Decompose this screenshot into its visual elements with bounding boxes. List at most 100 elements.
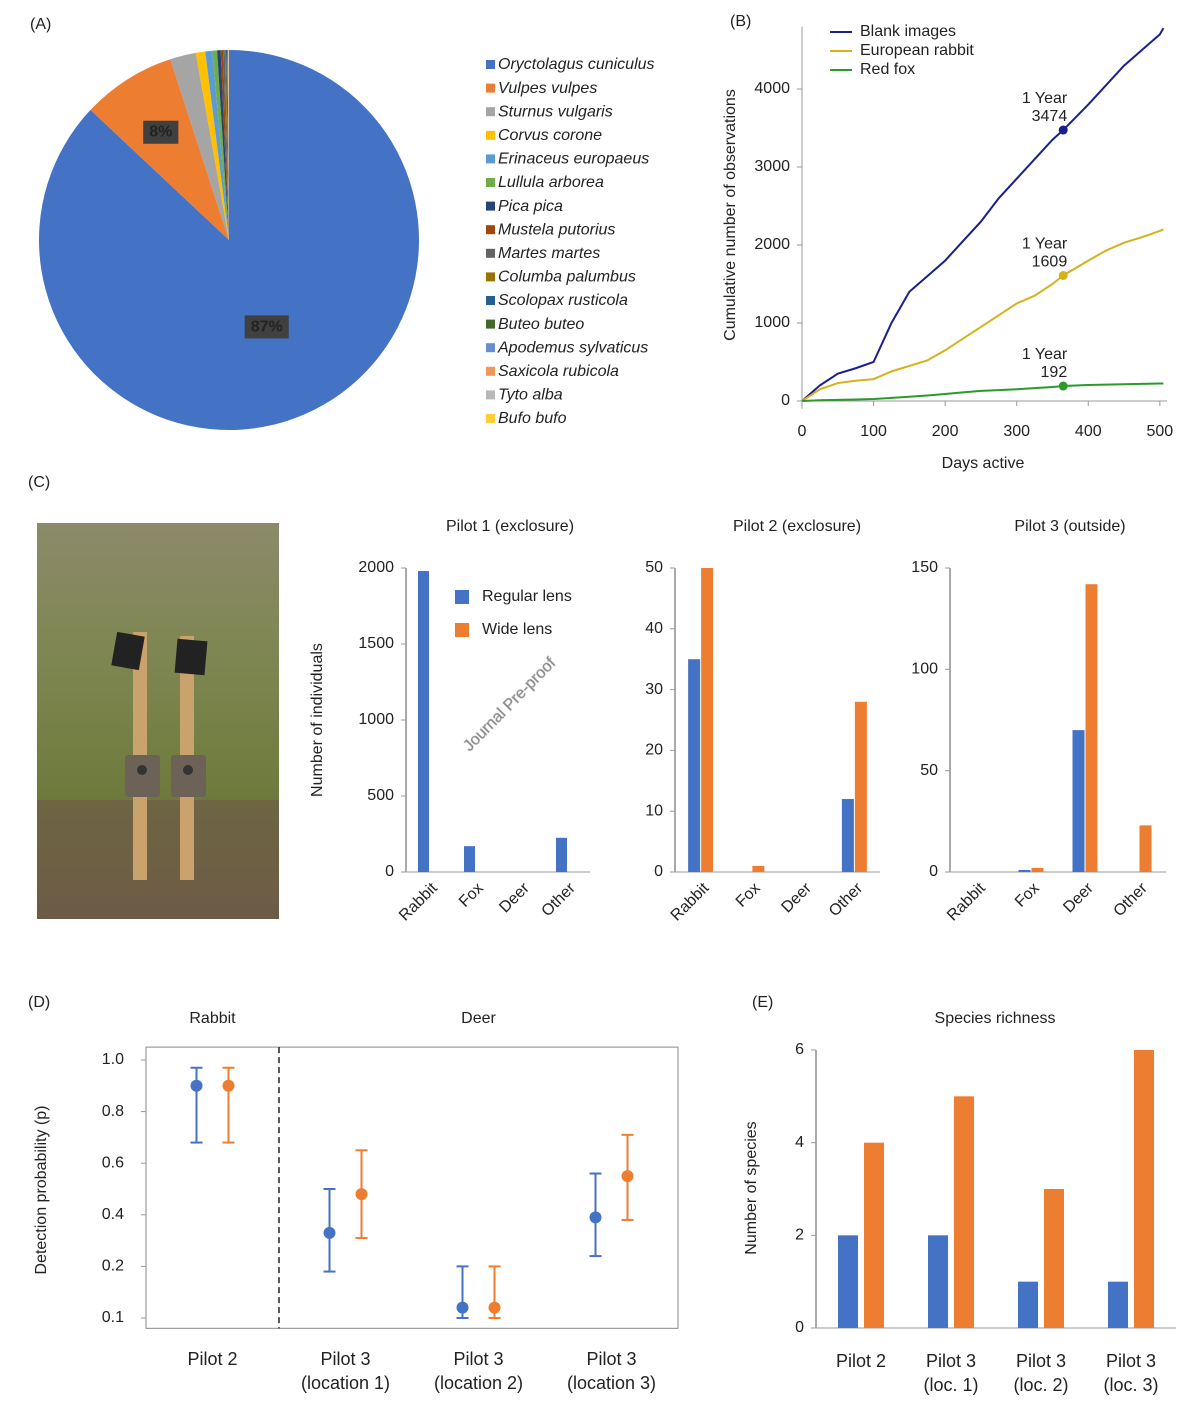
y-tick-label: 2 (795, 1227, 804, 1244)
legend-label: Buteo buteo (498, 316, 584, 333)
pie-slice (205, 50, 229, 240)
camera-photo (37, 523, 279, 919)
y-tick-label: 1500 (358, 635, 394, 652)
group-label: Deer (461, 1010, 496, 1027)
pie-slice (228, 50, 229, 240)
y-tick-label: 0 (654, 863, 663, 880)
legend-label: Corvus corone (498, 127, 602, 144)
legend-label: Tyto alba (498, 387, 563, 404)
y-tick-label: 0.1 (102, 1309, 124, 1326)
y-tick-label: 20 (645, 742, 663, 759)
y-tick-label: 0 (781, 392, 790, 409)
x-tick-label: Pilot 3 (location 2) (433, 1349, 524, 1394)
legend-marker (486, 83, 495, 93)
y-tick-label: 50 (920, 762, 938, 779)
legend-label: Mustela putorius (498, 221, 615, 238)
pie-slice (227, 50, 229, 241)
point (488, 1301, 501, 1314)
panel-label: (B) (730, 13, 751, 30)
point (355, 1188, 368, 1201)
y-tick-label: 100 (911, 661, 938, 678)
panel-label: (A) (30, 16, 51, 33)
x-tick-label: Deer (778, 879, 815, 916)
pie-slice (220, 50, 229, 241)
pie-slice (170, 52, 229, 241)
point (190, 1079, 203, 1092)
line-series (801, 382, 1164, 402)
chart-title: Pilot 2 (exclosure) (733, 518, 861, 535)
pie-slice (90, 59, 229, 241)
y-tick-label: 0.4 (102, 1206, 124, 1223)
bar (1018, 869, 1031, 872)
legend-marker (486, 272, 495, 282)
legend-marker (486, 366, 495, 376)
pie-slice (226, 50, 229, 240)
x-tick-label: Rabbit (396, 879, 441, 924)
bar (954, 1096, 974, 1328)
legend-marker (486, 130, 495, 140)
legend-label: Scolopax rusticola (498, 292, 628, 309)
legend-marker (486, 201, 495, 211)
x-tick-label: Pilot 3 (location 3) (566, 1349, 657, 1394)
y-tick-label: 30 (645, 681, 663, 698)
y-tick-label: 0.8 (102, 1103, 124, 1120)
bar (1072, 730, 1085, 872)
annotation-point (1058, 381, 1068, 391)
legend-marker (486, 248, 495, 258)
pie-slice (224, 50, 229, 241)
legend-label: Vulpes vulpes (498, 80, 597, 97)
annotation-value: 192 (1041, 364, 1068, 381)
legend-label: Regular lens (482, 588, 572, 605)
pie-slice (226, 50, 229, 241)
annotation-label: 1 Year (1022, 346, 1068, 363)
slice-label: 87% (251, 318, 283, 335)
bar (1108, 1281, 1128, 1328)
bar (838, 1235, 858, 1328)
slice-label: 8% (149, 124, 172, 141)
y-tick-label: 1000 (754, 314, 790, 331)
legend-marker (455, 590, 469, 604)
y-tick-label: 2000 (754, 236, 790, 253)
y-axis-title: Cumulative number of observations (722, 89, 739, 341)
x-tick-label: Pilot 2 (187, 1349, 238, 1370)
pie-slice (212, 50, 229, 240)
x-tick-label: Pilot 3 (location 1) (300, 1349, 391, 1394)
x-tick-label: Deer (1060, 879, 1097, 916)
annotation-label: 1 Year (1022, 236, 1068, 253)
pie-slice (223, 50, 229, 240)
legend-label: Apodemus sylvaticus (497, 339, 648, 356)
bar (464, 846, 475, 872)
x-tick-label: Rabbit (944, 879, 989, 924)
bar (701, 568, 714, 872)
x-tick-label: 0 (798, 423, 807, 440)
x-tick-label: Other (826, 879, 867, 920)
bar (841, 799, 854, 872)
x-tick-label: Other (538, 879, 579, 920)
legend-marker (486, 296, 495, 305)
panel-label: (C) (28, 474, 50, 491)
legend-marker (486, 414, 495, 423)
watermark: Journal Pre-proof (460, 654, 559, 754)
label-box (244, 315, 289, 339)
bar (556, 837, 567, 872)
x-axis-title: Days active (942, 455, 1025, 472)
y-tick-label: 3000 (754, 158, 790, 175)
y-tick-label: 150 (911, 559, 938, 576)
group-label: Rabbit (189, 1010, 236, 1027)
annotation-point (1058, 125, 1068, 135)
y-tick-label: 4 (795, 1134, 804, 1151)
x-tick-label: Deer (496, 879, 533, 916)
y-axis-title: Number of species (743, 1121, 760, 1254)
legend-marker (486, 225, 495, 235)
point (621, 1170, 634, 1183)
x-tick-label: Pilot 3 (loc. 3) (1103, 1351, 1159, 1395)
legend-marker (486, 390, 495, 400)
legend-marker (486, 60, 495, 69)
annotation-point (1058, 270, 1068, 280)
legend-label: Lullula arborea (498, 174, 604, 191)
x-tick-label: Pilot 3 (loc. 2) (1013, 1351, 1069, 1395)
line-series (801, 27, 1165, 402)
label-box (143, 120, 179, 144)
legend-marker (455, 623, 469, 637)
